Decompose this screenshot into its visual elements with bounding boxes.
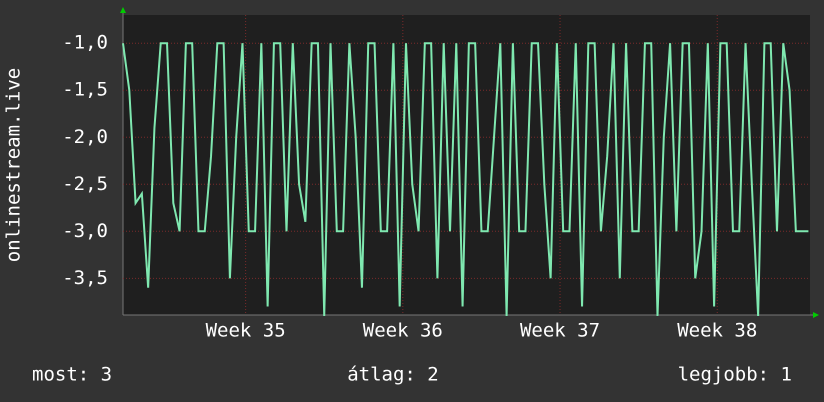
- x-tick-label: Week 35: [206, 320, 286, 342]
- y-axis-label: onlinestream.live: [3, 68, 25, 262]
- x-arrow: [813, 312, 819, 318]
- x-tick-label: Week 37: [520, 320, 600, 342]
- data-line: [122, 42, 809, 316]
- y-tick-label: -1,5: [62, 79, 108, 101]
- y-arrow: [120, 7, 126, 13]
- y-tick-label: -1,0: [62, 32, 108, 54]
- y-tick-label: -2,5: [62, 173, 108, 195]
- stat-average: átlag: 2: [347, 364, 439, 386]
- stat-current: most: 3: [32, 364, 112, 386]
- x-tick-label: Week 38: [677, 320, 757, 342]
- y-tick-label: -2,0: [62, 126, 108, 148]
- y-tick-label: -3,5: [62, 267, 108, 289]
- stat-best: legjobb: 1: [678, 364, 792, 386]
- x-tick-label: Week 36: [363, 320, 443, 342]
- y-tick-label: -3,0: [62, 220, 108, 242]
